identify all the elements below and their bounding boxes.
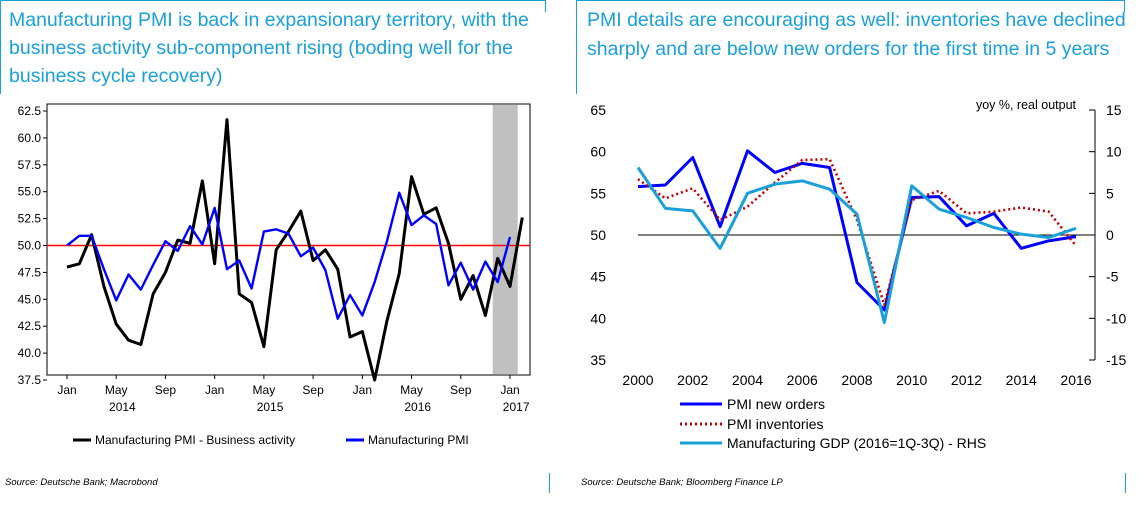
source-divider <box>549 473 550 493</box>
x-tick-label: Jan <box>57 383 76 397</box>
y-tick-label: 37.5 <box>18 373 42 387</box>
y-tick-label: 40 <box>590 310 606 326</box>
x-tick-label: Jan <box>205 383 224 397</box>
x-tick-label: 2014 <box>1006 372 1037 388</box>
x-tick-label: 2000 <box>622 372 653 388</box>
left-source-note: Source: Deutsche Bank; Macrobond <box>5 477 158 488</box>
left-chart-panel: Manufacturing PMI is back in expansionar… <box>0 0 556 500</box>
y2-tick-label: 15 <box>1106 102 1122 118</box>
shaded-period <box>492 105 518 374</box>
legend-label: Manufacturing PMI - Business activity <box>95 433 295 447</box>
y-tick-label: 55.0 <box>18 185 42 199</box>
x-tick-label: Jan <box>353 383 372 397</box>
right-chart-panel: PMI details are encouraging as well: inv… <box>576 0 1132 500</box>
x-tick-label: May <box>105 383 128 397</box>
y2-tick-label: -10 <box>1106 310 1126 326</box>
y-tick-label: 35 <box>590 352 606 368</box>
manufacturing-gdp-line <box>636 166 1077 324</box>
y-tick-label: 47.5 <box>18 265 42 279</box>
x-tick-label: 2006 <box>787 372 818 388</box>
legend-label: Manufacturing GDP (2016=1Q-3Q) - RHS <box>727 435 986 451</box>
title-border <box>576 0 1124 1</box>
y2-tick-label: -5 <box>1106 269 1119 285</box>
legend-label: PMI inventories <box>727 416 823 432</box>
right-chart-title: PMI details are encouraging as well: inv… <box>587 9 1126 60</box>
manufacturing-pmi-line <box>66 191 512 320</box>
title-border <box>545 0 546 12</box>
year-label: 2016 <box>404 400 431 414</box>
business-activity-line <box>66 118 524 382</box>
x-tick-label: 2016 <box>1060 372 1091 388</box>
y-tick-label: 52.5 <box>18 212 42 226</box>
year-label: 2017 <box>503 400 530 414</box>
legend-label: PMI new orders <box>727 396 825 412</box>
x-tick-label: May <box>400 383 423 397</box>
legend-label: Manufacturing PMI <box>368 433 469 447</box>
y-tick-label: 50 <box>590 227 606 243</box>
year-label: 2015 <box>257 400 284 414</box>
y-tick-label: 57.5 <box>18 158 42 172</box>
right-source-note: Source: Deutsche Bank; Bloomberg Finance… <box>581 477 783 488</box>
x-tick-label: 2010 <box>896 372 927 388</box>
y2-tick-label: 5 <box>1106 185 1114 201</box>
y-tick-label: 45 <box>590 269 606 285</box>
x-tick-label: 2008 <box>841 372 872 388</box>
x-tick-label: 2004 <box>732 372 763 388</box>
new-orders-line <box>637 149 1077 312</box>
source-divider <box>1125 473 1126 493</box>
left-chart: 62.5 60.0 57.5 55.0 52.5 50.0 47.5 45.0 42.5 40.0… <box>18 103 531 447</box>
x-tick-label: 2002 <box>677 372 708 388</box>
y-tick-label: 60 <box>590 144 606 160</box>
left-chart-title: Manufacturing PMI is back in expansionar… <box>9 9 529 87</box>
y-tick-label: 55 <box>590 185 606 201</box>
title-border <box>1124 0 1125 12</box>
title-border <box>576 0 577 94</box>
x-tick-label: May <box>253 383 276 397</box>
title-border <box>0 0 545 1</box>
y-tick-label: 40.0 <box>18 346 42 360</box>
year-label: 2014 <box>109 400 136 414</box>
x-tick-label: Sep <box>155 383 177 397</box>
x-tick-label: Sep <box>302 383 324 397</box>
y-tick-label: 65 <box>590 102 606 118</box>
y-tick-label: 50.0 <box>18 239 42 253</box>
y2-tick-label: -15 <box>1106 352 1126 368</box>
y-tick-label: 62.5 <box>18 104 42 118</box>
y2-tick-label: 10 <box>1106 144 1122 160</box>
y2-tick-label: 0 <box>1106 227 1114 243</box>
y-tick-label: 45.0 <box>18 292 42 306</box>
x-tick-label: Sep <box>450 383 472 397</box>
plot-frame <box>46 103 531 376</box>
axis-annotation: yoy %, real output <box>976 98 1077 112</box>
x-tick-label: 2012 <box>951 372 982 388</box>
title-border <box>0 0 1 94</box>
y-tick-label: 60.0 <box>18 131 42 145</box>
x-tick-label: Jan <box>500 383 519 397</box>
y-tick-label: 42.5 <box>18 319 42 333</box>
